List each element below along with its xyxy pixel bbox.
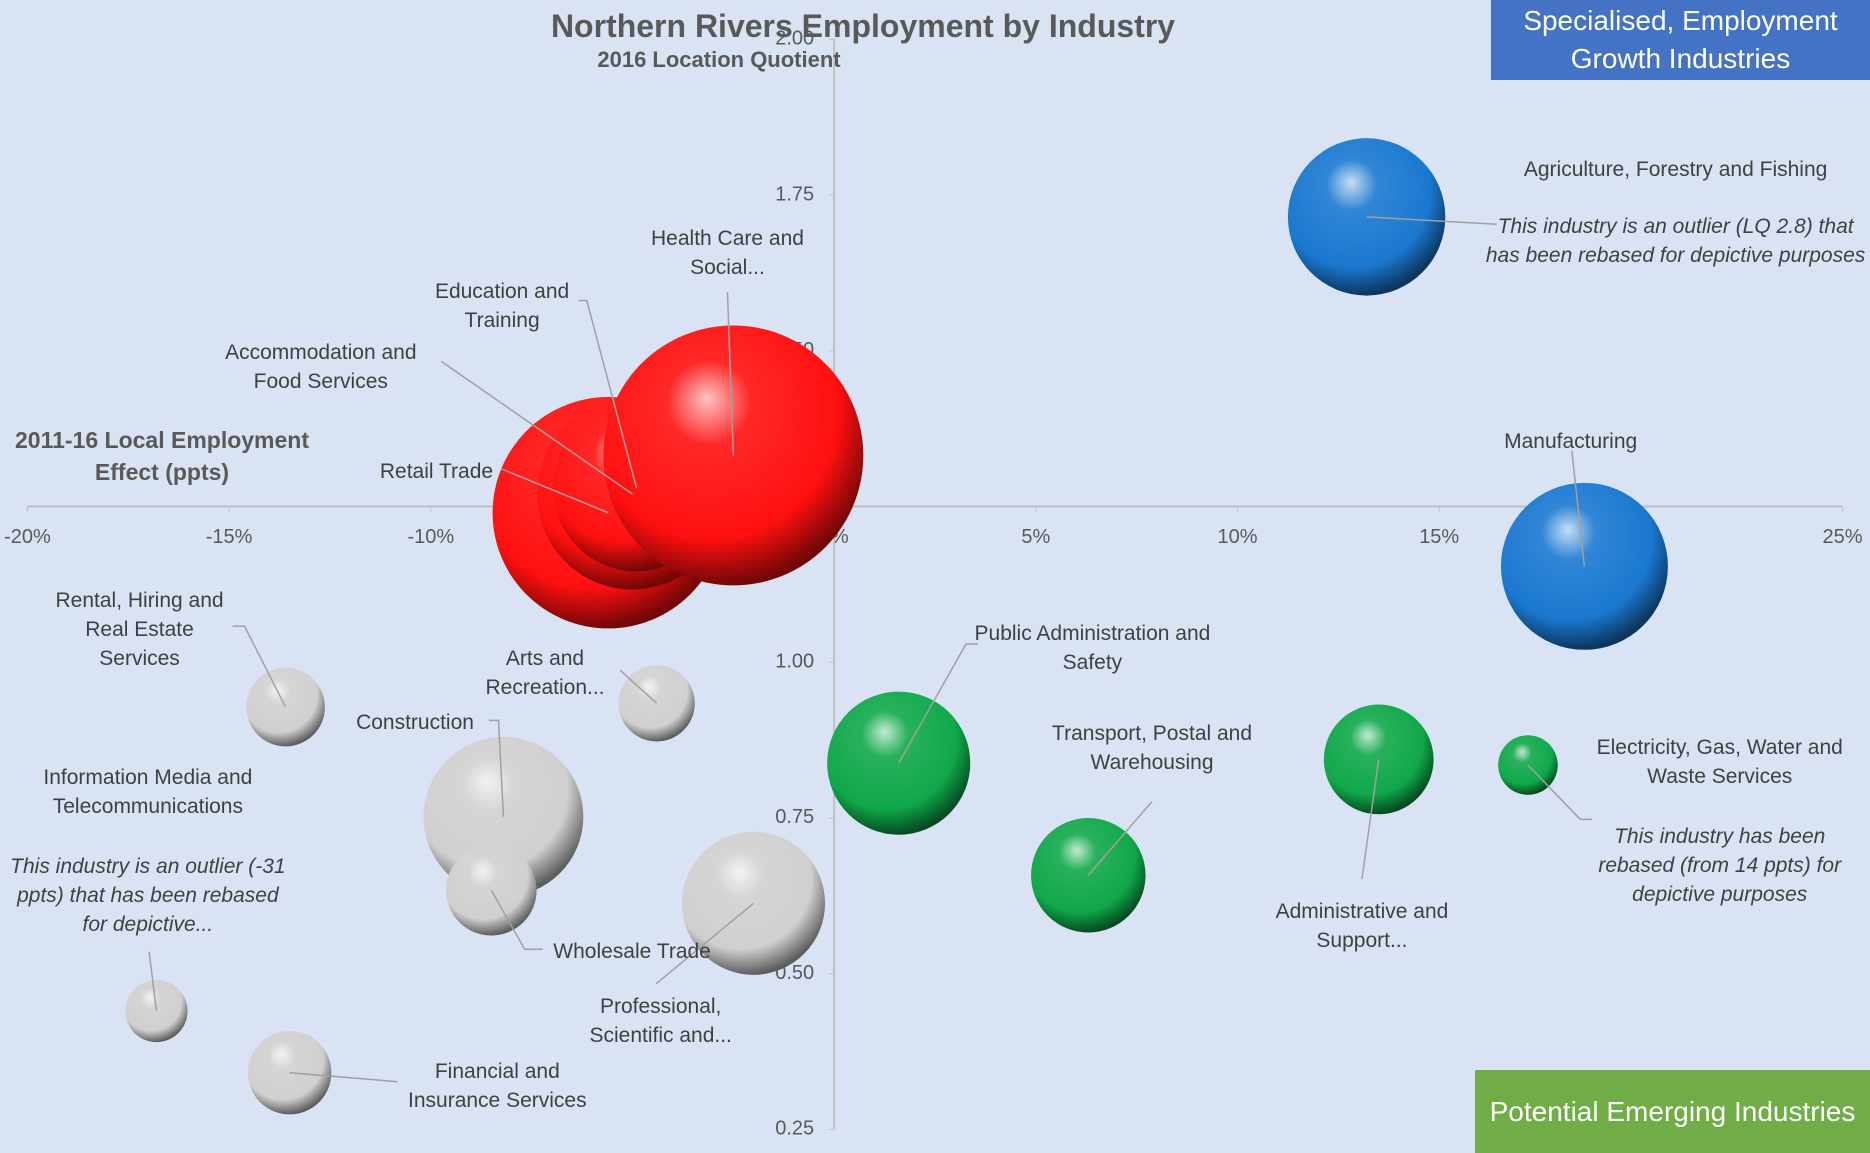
bubble-label: Agriculture, Forestry and Fishing — [1523, 158, 1828, 182]
x-tick-label: -15% — [206, 526, 253, 548]
bubble-label: Wholesale Trade — [553, 940, 711, 964]
bubble-label: Manufacturing — [1504, 429, 1638, 453]
leader-line — [1361, 759, 1380, 880]
x-tick-label: 10% — [1218, 526, 1258, 548]
chart-title: Northern Rivers Employment by Industry — [550, 8, 1176, 44]
quadrant-label: Potential Emerging Industries — [1475, 1070, 1870, 1153]
y-tick-label: 1.00 — [775, 651, 814, 673]
bubble-label: Transport, Postal and Warehousing — [1052, 722, 1253, 775]
leader-line — [726, 292, 735, 456]
y-tick-label: 1.75 — [775, 183, 814, 205]
leader-line — [1366, 216, 1497, 225]
leader-line — [1087, 800, 1153, 876]
y-axis-title: 2016 Location Quotient — [597, 47, 841, 72]
bubble-label: Education and Training — [434, 279, 570, 332]
x-tick-label: -20% — [4, 526, 51, 548]
bubble-label: Financial and Insurance Services — [408, 1059, 587, 1112]
leader-line — [148, 951, 158, 1012]
leader-line — [440, 360, 633, 495]
annotation: This industry is an outlier (LQ 2.8) tha… — [1485, 215, 1866, 268]
y-tick-label: 0.75 — [775, 806, 814, 828]
y-tick-label: 0.25 — [775, 1118, 814, 1140]
y-tick-label: 2.00 — [775, 28, 814, 50]
leader-line — [232, 625, 287, 708]
quadrant-label: Specialised, Employment Growth Industrie… — [1491, 0, 1870, 80]
leader-line — [500, 467, 609, 514]
leader-line — [619, 669, 658, 704]
annotation: This industry is an outlier (-31 ppts) t… — [10, 854, 286, 936]
leader-line — [490, 889, 543, 951]
leader-line — [655, 902, 754, 985]
x-tick-label: -10% — [407, 526, 454, 548]
leader-line — [578, 299, 638, 489]
x-tick-label: 15% — [1419, 526, 1459, 548]
bubble-label: Professional, Scientific and... — [589, 995, 732, 1048]
bubble-label: Public Administration and Safety — [974, 621, 1211, 674]
bubble — [1500, 482, 1668, 650]
x-tick-label: 25% — [1823, 526, 1863, 548]
leader-line — [289, 1071, 398, 1083]
bubble-label: Administrative and Support... — [1275, 899, 1449, 952]
bubble-label: Arts and Recreation... — [485, 647, 605, 699]
x-axis-title: 2011-16 Local Employment Effect (ppts) — [14, 427, 309, 485]
annotation: This industry has been rebased (from 14 … — [1598, 824, 1842, 906]
leader-line — [1571, 450, 1586, 567]
leader-line — [898, 643, 978, 764]
bubble-label: Construction — [356, 711, 474, 735]
bubble-label: Accommodation and Food Services — [225, 340, 417, 393]
x-tick-label: 5% — [1021, 526, 1050, 548]
bubble-label: Retail Trade — [379, 459, 494, 483]
bubble-label: Health Care and Social... — [651, 227, 804, 280]
bubble — [827, 691, 971, 835]
bubble-label: Electricity, Gas, Water and Waste Servic… — [1596, 736, 1843, 789]
bubble-label: Rental, Hiring and Real Estate Services — [55, 588, 224, 670]
leader-line — [488, 719, 505, 817]
leader-line — [1527, 764, 1593, 821]
bubble-label: Information Media and Telecommunications — [43, 766, 253, 819]
